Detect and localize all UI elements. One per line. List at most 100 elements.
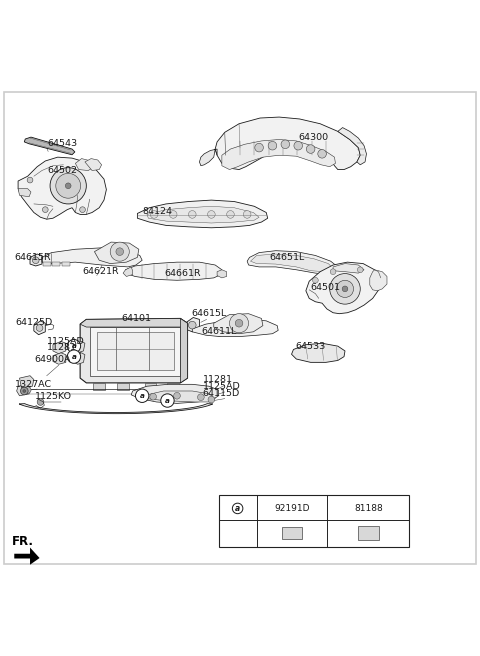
Polygon shape xyxy=(24,137,75,155)
Polygon shape xyxy=(168,383,179,390)
Circle shape xyxy=(227,211,234,218)
Polygon shape xyxy=(291,343,345,362)
Polygon shape xyxy=(62,262,70,266)
Circle shape xyxy=(23,390,26,392)
Circle shape xyxy=(21,387,28,395)
Polygon shape xyxy=(306,262,381,314)
Text: 92191D: 92191D xyxy=(274,504,310,513)
Circle shape xyxy=(268,142,277,150)
Polygon shape xyxy=(251,254,333,272)
Circle shape xyxy=(67,350,81,363)
Circle shape xyxy=(50,168,86,204)
Text: 11281: 11281 xyxy=(203,375,233,384)
Circle shape xyxy=(318,150,326,158)
Polygon shape xyxy=(75,159,95,171)
Text: 1125AD: 1125AD xyxy=(47,337,84,346)
Polygon shape xyxy=(20,376,34,388)
Circle shape xyxy=(110,242,129,261)
Circle shape xyxy=(174,392,180,399)
Polygon shape xyxy=(199,149,217,166)
Polygon shape xyxy=(247,251,338,275)
Text: 64661R: 64661R xyxy=(165,269,201,278)
Polygon shape xyxy=(97,332,174,370)
Polygon shape xyxy=(137,200,268,228)
Text: FR.: FR. xyxy=(12,535,34,548)
Polygon shape xyxy=(123,267,132,276)
Circle shape xyxy=(342,286,348,292)
Circle shape xyxy=(150,394,156,400)
Polygon shape xyxy=(117,383,129,390)
Polygon shape xyxy=(85,159,102,171)
Circle shape xyxy=(56,173,81,198)
Text: a: a xyxy=(72,354,76,359)
Text: 1125AD: 1125AD xyxy=(203,382,240,391)
Polygon shape xyxy=(80,318,188,327)
Text: 1327AC: 1327AC xyxy=(15,380,52,388)
Circle shape xyxy=(135,389,149,402)
Text: 84124: 84124 xyxy=(142,207,172,216)
Polygon shape xyxy=(214,314,263,334)
Polygon shape xyxy=(222,140,336,169)
Text: 81188: 81188 xyxy=(354,504,383,513)
Polygon shape xyxy=(17,384,30,396)
Circle shape xyxy=(235,319,243,327)
Text: a: a xyxy=(235,504,240,513)
Polygon shape xyxy=(14,548,39,565)
Polygon shape xyxy=(18,189,31,197)
Text: 64651L: 64651L xyxy=(270,253,305,262)
Polygon shape xyxy=(192,319,278,337)
Circle shape xyxy=(80,207,85,213)
Circle shape xyxy=(189,321,196,329)
Circle shape xyxy=(243,211,251,218)
Text: 1125KO: 1125KO xyxy=(35,392,72,401)
Polygon shape xyxy=(42,248,142,267)
Polygon shape xyxy=(147,391,215,402)
Polygon shape xyxy=(30,254,42,266)
Polygon shape xyxy=(72,341,85,353)
Text: 64615L: 64615L xyxy=(192,310,227,318)
Text: a: a xyxy=(165,398,170,403)
Circle shape xyxy=(150,211,158,218)
Polygon shape xyxy=(53,353,66,364)
Text: 64543: 64543 xyxy=(48,138,78,148)
Polygon shape xyxy=(217,270,227,278)
Circle shape xyxy=(312,277,318,283)
Polygon shape xyxy=(72,353,85,364)
Text: 64502: 64502 xyxy=(48,166,78,174)
Text: a: a xyxy=(140,393,144,399)
Polygon shape xyxy=(52,262,60,266)
Circle shape xyxy=(27,177,33,183)
Polygon shape xyxy=(185,318,199,332)
Polygon shape xyxy=(338,127,366,165)
Circle shape xyxy=(330,274,360,304)
Polygon shape xyxy=(358,527,379,540)
Polygon shape xyxy=(34,321,45,335)
Polygon shape xyxy=(19,403,213,414)
Text: 64900A: 64900A xyxy=(35,356,72,364)
Polygon shape xyxy=(43,262,50,266)
Circle shape xyxy=(281,140,289,148)
Polygon shape xyxy=(144,383,156,390)
Polygon shape xyxy=(90,327,180,376)
Polygon shape xyxy=(125,262,222,280)
Circle shape xyxy=(232,503,243,514)
Polygon shape xyxy=(95,242,139,264)
Circle shape xyxy=(169,211,177,218)
Circle shape xyxy=(255,143,264,152)
Circle shape xyxy=(229,314,249,333)
Circle shape xyxy=(42,207,48,213)
Text: 64101: 64101 xyxy=(121,314,152,323)
Circle shape xyxy=(116,248,123,255)
Polygon shape xyxy=(131,384,218,403)
Text: 64501: 64501 xyxy=(311,283,341,292)
Circle shape xyxy=(24,386,31,394)
Circle shape xyxy=(336,280,354,297)
Text: 64533: 64533 xyxy=(295,342,325,351)
Circle shape xyxy=(198,394,204,401)
Text: 11281: 11281 xyxy=(47,343,77,352)
Text: 64300: 64300 xyxy=(298,133,328,142)
Polygon shape xyxy=(94,383,105,390)
Circle shape xyxy=(358,267,363,273)
Bar xyxy=(218,495,409,546)
Circle shape xyxy=(36,325,43,331)
